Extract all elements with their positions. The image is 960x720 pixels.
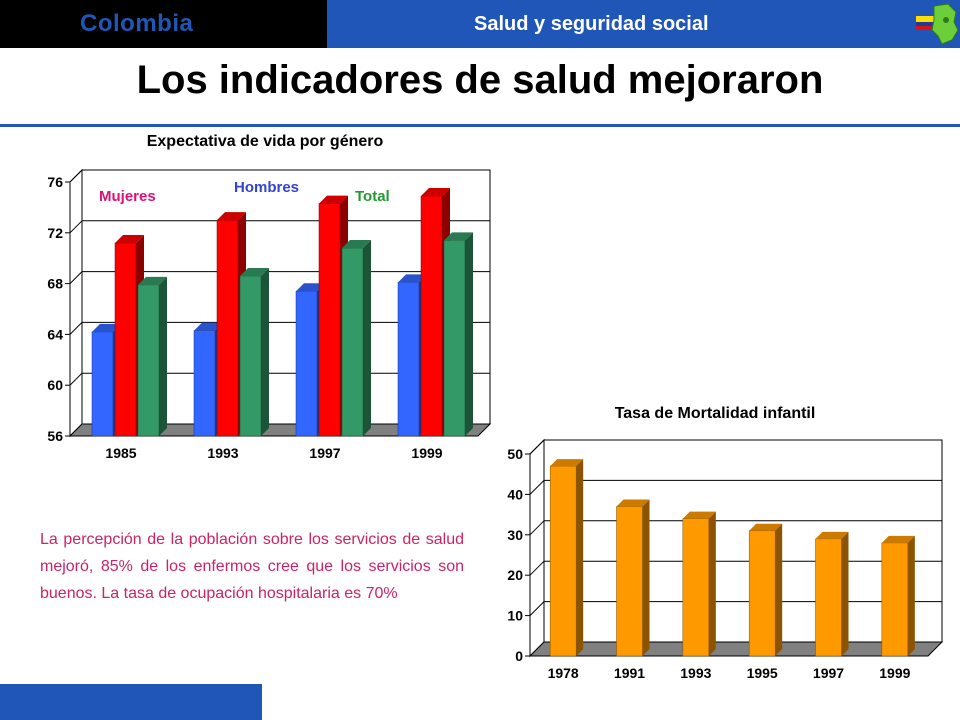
page-title: Los indicadores de salud mejoraron (136, 58, 824, 102)
legend-hombres: Hombres (234, 179, 299, 196)
chart2-bar (549, 459, 584, 657)
chart2-plot-area (543, 439, 943, 643)
chart2-gridline-side (529, 520, 545, 536)
chart2-bar (815, 531, 849, 657)
header-left-bar: Colombia (0, 0, 327, 48)
chart2-gridline-side (529, 439, 545, 455)
chart1-xtick-label: 1997 (309, 445, 340, 461)
chart1-title: Expectativa de vida por género (147, 133, 384, 150)
chart1-gridline-side (69, 271, 83, 284)
chart2-ytick-label: 10 (507, 608, 523, 624)
chart2-ytick-label: 0 (515, 648, 523, 664)
chart1-ytick-label: 60 (47, 377, 63, 393)
chart1-ytick-label: 56 (47, 428, 63, 444)
chart1-ytick-label: 76 (47, 174, 63, 190)
chart2-xtick-label: 1978 (548, 665, 579, 681)
chart1-ytick-label: 64 (47, 326, 63, 342)
chart2-gridline-side (529, 601, 545, 616)
health-perception-note: La percepción de la población sobre los … (40, 531, 464, 602)
chart2-gridline-side (529, 560, 545, 576)
title-underline (0, 124, 960, 127)
chart2-ytick-label: 20 (507, 567, 523, 583)
chart1-gridline-side (69, 220, 83, 234)
chart1-side-wall (69, 168, 83, 438)
chart2-xtick-label: 1997 (813, 665, 844, 681)
chart2-bar (881, 535, 915, 657)
chart2-bar (682, 511, 716, 657)
chart2-ytick-label: 30 (507, 527, 523, 543)
chart2-title: Tasa de Mortalidad infantil (615, 405, 816, 422)
chart1-ytick-label: 72 (47, 225, 63, 241)
chart1-gridline-side (69, 372, 83, 386)
chart2-floor (528, 641, 944, 657)
chart1-xtick-label: 1993 (207, 445, 238, 461)
chart2-gridline-side (529, 480, 545, 495)
section-label: Salud y seguridad social (474, 13, 709, 35)
chart2-xtick-label: 1999 (879, 665, 910, 681)
chart1-gridline-side (69, 169, 83, 183)
legend-total: Total (355, 188, 390, 205)
country-label: Colombia (80, 10, 194, 37)
chart1-xtick-label: 1999 (411, 445, 442, 461)
header-right-bar: Salud y seguridad social (327, 0, 960, 48)
chart2-xtick-label: 1991 (614, 665, 645, 681)
chart2-xtick-label: 1993 (680, 665, 711, 681)
chart2-side-wall (529, 438, 545, 658)
chart2-ytick-label: 40 (507, 486, 523, 502)
chart2-bar (616, 499, 650, 657)
chart1-bar-total (443, 232, 473, 437)
footer-bar (0, 684, 262, 720)
chart2-bar (748, 523, 783, 657)
chart1-bar-total (239, 267, 269, 437)
chart2-xtick-label: 1995 (747, 665, 778, 681)
chart1-xtick-label: 1985 (105, 445, 136, 461)
colombia-map-flag-icon (914, 2, 959, 46)
chart1-gridline-side (69, 322, 83, 335)
chart2-ytick-label: 50 (507, 446, 523, 462)
legend-mujeres: Mujeres (99, 188, 156, 205)
chart1-ytick-label: 68 (47, 276, 63, 292)
chart1-bar-total (341, 240, 371, 437)
chart1-bar-total (137, 276, 167, 437)
